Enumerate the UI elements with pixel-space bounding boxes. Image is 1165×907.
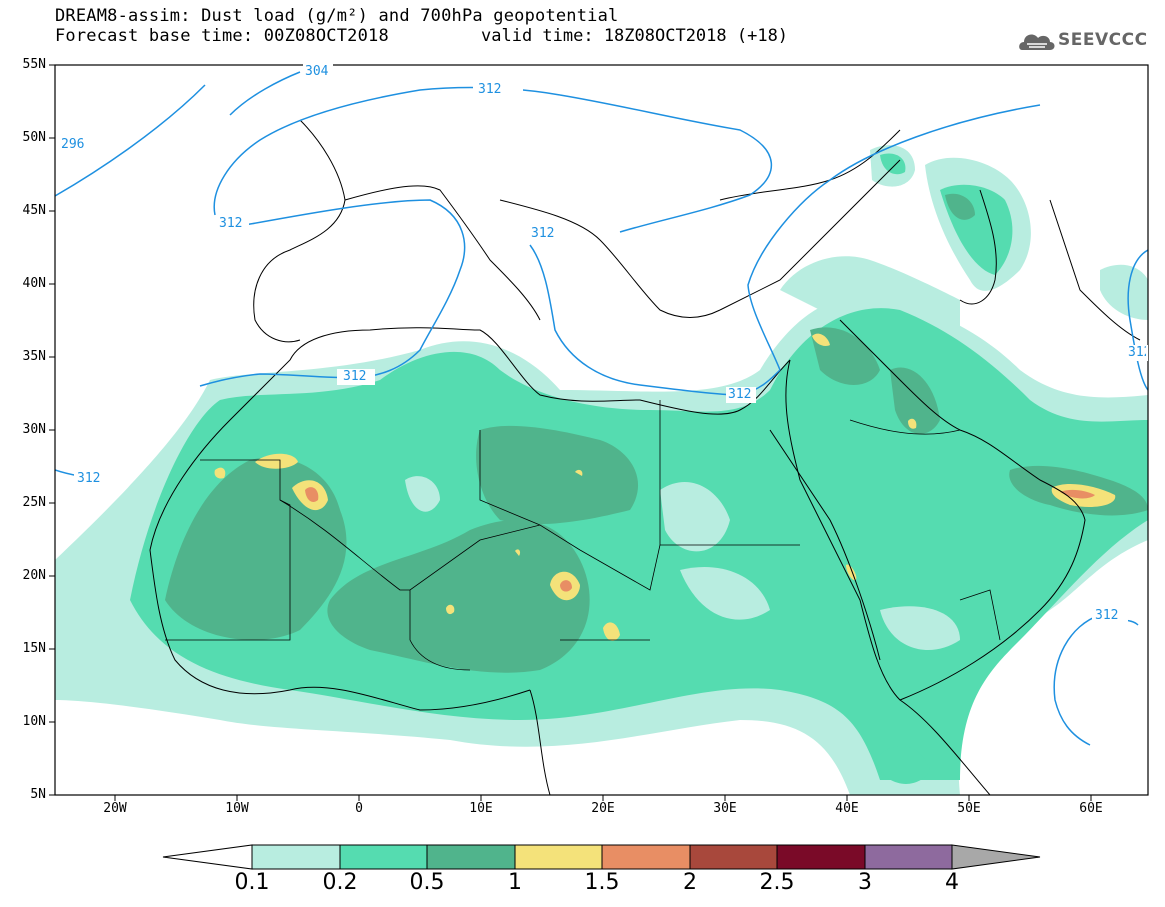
lat-label: 40N	[22, 276, 46, 291]
lat-label: 30N	[22, 422, 46, 437]
lat-label: 45N	[22, 203, 46, 218]
lat-label: 15N	[22, 641, 46, 656]
colorbar-label: 2	[683, 870, 697, 895]
lat-label: 20N	[22, 568, 46, 583]
colorbar	[162, 844, 1041, 870]
lon-label: 30E	[713, 801, 737, 816]
map-plot-area	[55, 71, 1148, 795]
lon-label: 60E	[1079, 801, 1103, 816]
valid-time: valid time: 18Z08OCT2018 (+18)	[481, 26, 789, 46]
lon-label: 20W	[103, 801, 127, 816]
colorbar-bin-1	[339, 844, 428, 870]
lat-label: 5N	[30, 787, 46, 802]
lat-label: 55N	[22, 57, 46, 72]
colorbar-bin-7	[864, 844, 953, 870]
axis-ticks	[49, 64, 1092, 801]
colorbar-bin-4	[601, 844, 691, 870]
colorbar-bin-0	[251, 844, 341, 870]
colorbar-label: 1.5	[584, 870, 620, 895]
contour-label-boxes	[58, 64, 1148, 624]
lat-label: 25N	[22, 495, 46, 510]
lon-label: 10W	[225, 801, 249, 816]
lon-label: 40E	[835, 801, 859, 816]
colorbar-label: 4	[945, 870, 959, 895]
map-title: DREAM8-assim: Dust load (g/m²) and 700hP…	[55, 6, 619, 26]
dust-hotspots	[214, 333, 1116, 641]
lon-label: 50E	[957, 801, 981, 816]
colorbar-bin-6	[776, 844, 866, 870]
colorbar-under-triangle	[162, 844, 253, 870]
dust-medium	[130, 153, 1148, 784]
country-borders	[165, 400, 1001, 671]
cloud-icon	[1019, 34, 1055, 50]
lat-label: 50N	[22, 130, 46, 145]
colorbar-bin-3	[514, 844, 603, 870]
logo-text: SEEVCCC	[1058, 30, 1148, 50]
lat-label: 35N	[22, 349, 46, 364]
colorbar-label: 3	[858, 870, 872, 895]
colorbar-label: 0.1	[234, 870, 270, 895]
colorbar-label: 2.5	[759, 870, 795, 895]
colorbar-over-triangle	[951, 844, 1041, 870]
lon-label: 10E	[469, 801, 493, 816]
coastlines	[149, 119, 1141, 795]
lon-label: 0	[355, 801, 363, 816]
colorbar-bin-2	[426, 844, 516, 870]
forecast-base-time: Forecast base time: 00Z08OCT2018	[55, 26, 389, 46]
dust-heavy	[165, 193, 1148, 673]
colorbar-label: 1	[508, 870, 522, 895]
colorbar-bin-5	[689, 844, 778, 870]
lat-label: 10N	[22, 714, 46, 729]
colorbar-label: 0.5	[409, 870, 445, 895]
lon-label: 20E	[591, 801, 615, 816]
colorbar-label: 0.2	[322, 870, 358, 895]
